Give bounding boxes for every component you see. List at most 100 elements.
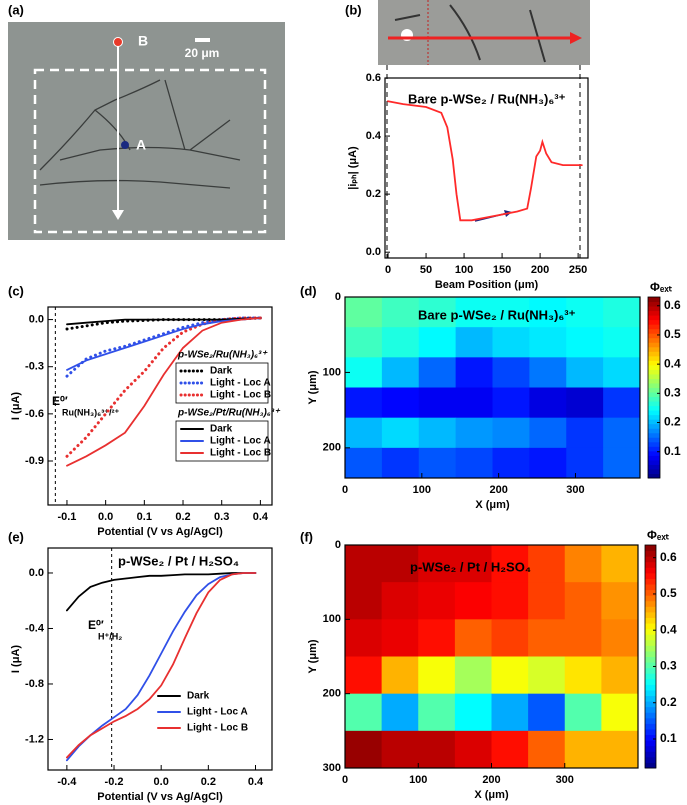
colorbar-tick-label: 0.3 xyxy=(660,659,677,673)
legend-label: Dark xyxy=(187,691,210,702)
x-tick-label: 100 xyxy=(455,264,473,276)
heatmap-cell xyxy=(418,417,457,449)
plot-frame xyxy=(47,547,273,771)
colorbar-slice xyxy=(648,410,660,416)
heatmap-cell xyxy=(529,387,567,419)
heatmap-cell xyxy=(455,327,493,358)
colorbar-slice xyxy=(648,432,660,438)
colorbar-slice xyxy=(645,634,656,641)
heatmap-cell xyxy=(566,327,604,358)
panel-label: (c) xyxy=(8,283,24,298)
x-tick-label: 50 xyxy=(420,264,432,276)
colorbar-slice xyxy=(648,396,660,402)
heatmap-cell xyxy=(564,582,602,620)
heatmap-cell xyxy=(345,387,383,419)
colorbar-slice xyxy=(645,706,656,713)
heatmap-cell xyxy=(381,545,419,583)
heatmap-cell xyxy=(345,582,383,620)
heatmap-cell xyxy=(564,730,602,769)
annotation-sub: H⁺/H₂ xyxy=(98,631,122,641)
colorbar-slice xyxy=(645,600,656,607)
colorbar-slice xyxy=(648,355,660,361)
colorbar-slice xyxy=(648,437,660,443)
x-tick-label: 200 xyxy=(531,264,549,276)
panel-label: (d) xyxy=(300,283,317,298)
heatmap-cell xyxy=(345,447,383,479)
colorbar-slice xyxy=(645,712,656,719)
y-tick-label: 0 xyxy=(335,291,341,303)
colorbar-slice xyxy=(648,301,660,307)
colorbar-frame xyxy=(644,544,657,769)
colorbar-slice xyxy=(648,306,660,312)
colorbar-tick-label: 0.4 xyxy=(660,622,677,636)
colorbar-slice xyxy=(648,328,660,334)
heatmap-cell xyxy=(564,545,602,583)
heatmap-cell xyxy=(601,656,639,695)
colorbar-slice xyxy=(645,628,656,635)
heatmap-cell xyxy=(603,327,641,358)
heatmap-cell xyxy=(418,297,457,328)
x-tick-label: 0.3 xyxy=(214,511,229,523)
colorbar-slice xyxy=(648,360,660,366)
heatmap-cell xyxy=(418,545,456,583)
y-tick-label: -1.2 xyxy=(25,733,44,745)
colorbar-slice xyxy=(645,645,656,652)
heatmap-cell xyxy=(491,545,529,583)
heatmap-cell xyxy=(566,417,604,449)
strip-bg xyxy=(378,0,590,65)
colorbar-slice xyxy=(648,337,660,343)
x-tick-label: 100 xyxy=(409,774,427,786)
heatmap-cell xyxy=(418,387,457,419)
colorbar-slice xyxy=(645,762,656,769)
heatmap-cell xyxy=(601,582,639,620)
heatmap-cell xyxy=(566,387,604,419)
colorbar-slice xyxy=(645,606,656,613)
heatmap-cell xyxy=(528,656,566,695)
x-tick-label: -0.2 xyxy=(105,776,124,788)
x-tick-label: 150 xyxy=(493,264,511,276)
heatmap-cell xyxy=(603,297,641,328)
heatmap-cell xyxy=(381,730,419,769)
x-tick-label: 0.1 xyxy=(137,511,152,523)
heatmap-cell xyxy=(566,357,604,388)
x-tick-label: 0.0 xyxy=(98,511,113,523)
heatmap-cell xyxy=(529,447,567,479)
chart-title: Bare p-WSe₂ / Ru(NH₃)₆³⁺ xyxy=(418,307,576,322)
colorbar-tick-label: 0.1 xyxy=(660,731,677,745)
heatmap-cell xyxy=(381,447,420,479)
y-tick-label: -0.9 xyxy=(25,455,44,467)
colorbar-slice xyxy=(645,678,656,685)
y-tick-label: -0.8 xyxy=(25,678,44,690)
colorbar-slice xyxy=(645,701,656,708)
line-series xyxy=(66,572,257,759)
x-tick-label: 0 xyxy=(342,484,348,496)
heatmap-cell xyxy=(492,447,530,479)
colorbar-slice xyxy=(645,550,656,557)
chart-title: p-WSe₂ / Pt / H₂SO₄ xyxy=(118,553,239,568)
colorbar-slice xyxy=(645,751,656,758)
legend-label: Light - Loc B xyxy=(187,723,248,734)
colorbar-tick-label: 0.2 xyxy=(664,415,681,429)
colorbar-slice xyxy=(648,428,660,434)
colorbar-slice xyxy=(648,378,660,384)
legend-box xyxy=(175,420,269,462)
heatmap-cell xyxy=(454,619,492,657)
legend-title: p-WSe₂/Pt/Ru(NH₃)₆³⁺ xyxy=(177,408,281,419)
x-axis-label: X (μm) xyxy=(474,789,509,801)
y-tick-label: 0.2 xyxy=(366,188,381,200)
colorbar-slice xyxy=(648,441,660,447)
x-tick-label: 200 xyxy=(482,774,500,786)
x-tick-label: 100 xyxy=(413,484,431,496)
colorbar-slice xyxy=(645,667,656,674)
legend-label: Dark xyxy=(210,366,233,377)
heatmap-cell xyxy=(492,297,530,328)
colorbar-slice xyxy=(648,324,660,330)
heatmap-cell xyxy=(418,357,457,388)
legend-label: Light - Loc A xyxy=(210,436,271,447)
line-series xyxy=(66,317,262,371)
heatmap-cell xyxy=(418,327,457,358)
colorbar-slice xyxy=(645,556,656,563)
heatmap-cell xyxy=(564,693,602,732)
panel-label: (f) xyxy=(300,529,313,544)
image-strip xyxy=(378,0,590,258)
